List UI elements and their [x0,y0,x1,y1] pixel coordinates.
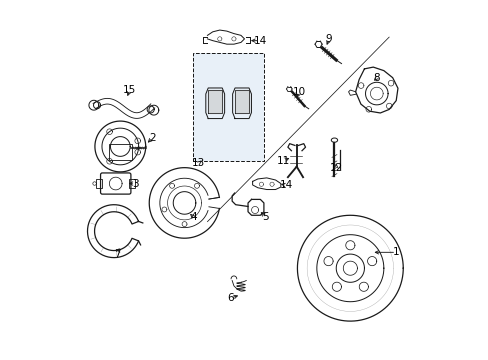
Text: 3: 3 [132,179,138,189]
Text: 8: 8 [373,73,379,83]
Text: 15: 15 [123,85,136,95]
Text: 1: 1 [392,247,399,257]
Text: 11: 11 [276,156,289,166]
Text: 5: 5 [262,212,268,222]
Polygon shape [208,90,222,113]
Bar [96,179,102,188]
Text: 10: 10 [292,87,305,97]
Text: 2: 2 [149,133,156,143]
Bar [129,179,135,188]
Text: 7: 7 [114,249,121,259]
Polygon shape [193,53,264,161]
Text: 14: 14 [253,36,266,46]
Text: 6: 6 [226,293,233,303]
Polygon shape [235,90,248,113]
Text: 14: 14 [280,180,293,190]
Bar [109,144,131,160]
Text: 12: 12 [329,163,342,173]
Text: 4: 4 [190,212,196,222]
Text: 9: 9 [325,34,332,44]
Text: 13: 13 [192,158,205,168]
